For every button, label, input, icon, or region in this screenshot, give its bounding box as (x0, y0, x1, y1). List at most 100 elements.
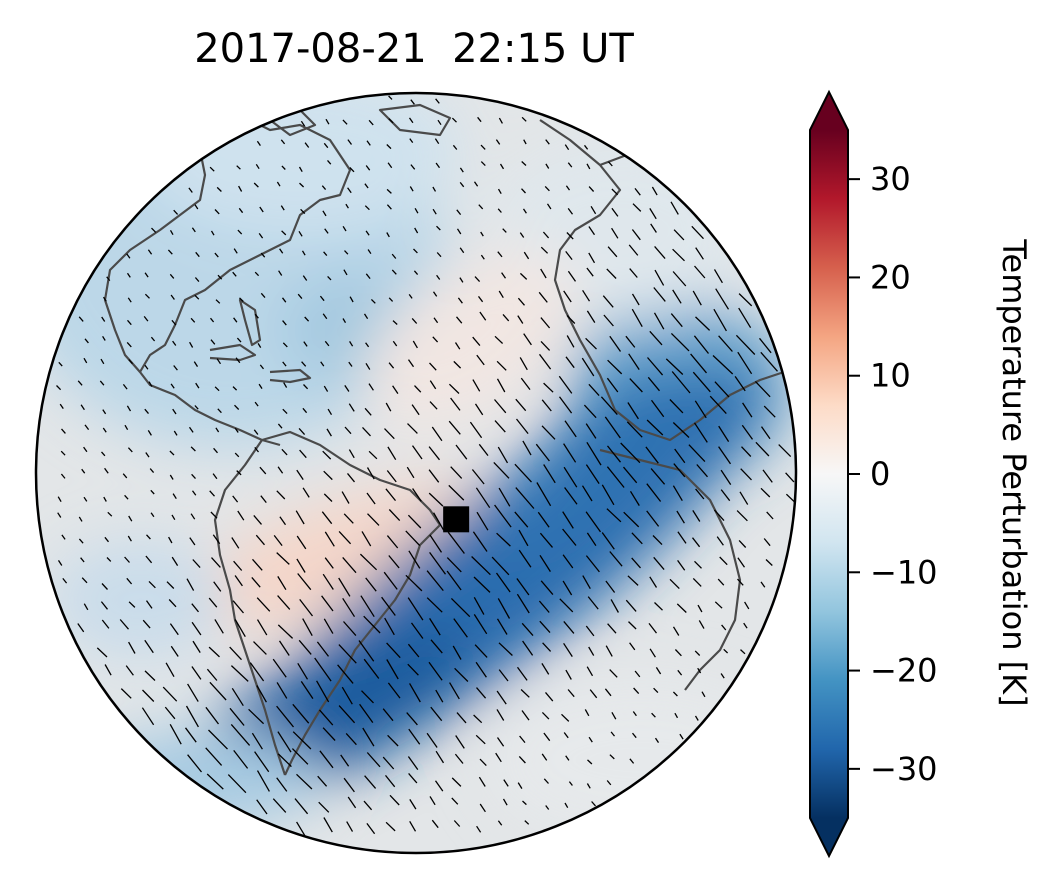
wind-vector (562, 511, 574, 529)
wind-vector (627, 575, 639, 586)
wind-vector (101, 451, 106, 457)
wind-vector (125, 665, 134, 676)
wind-vector (475, 487, 491, 509)
wind-vector (521, 116, 527, 122)
wind-vector (434, 138, 440, 145)
wind-vector (406, 466, 415, 479)
colorbar-tick-label: 0 (870, 455, 890, 493)
wind-vector (692, 290, 702, 306)
wind-vector (258, 233, 264, 239)
wind-vector (563, 443, 577, 463)
wind-vector (744, 601, 750, 610)
wind-vector (291, 748, 309, 765)
wind-vector (384, 774, 396, 788)
colorbar-tick-label: −10 (870, 553, 938, 591)
wind-vector (358, 640, 375, 662)
wind-vector (741, 424, 754, 440)
wind-vector (363, 800, 373, 811)
wind-vector (292, 703, 310, 724)
wind-vector (408, 294, 413, 299)
wind-vector (646, 419, 664, 436)
wind-vector (81, 577, 88, 584)
wind-vector (677, 560, 686, 571)
wind-vector (669, 578, 680, 590)
wind-vector (234, 575, 243, 587)
wind-vector (693, 335, 710, 354)
wind-vector (324, 340, 330, 347)
wind-vector (646, 510, 660, 527)
wind-vector (83, 496, 88, 502)
wind-vector (672, 271, 687, 287)
wind-vector (737, 578, 744, 586)
wind-vector (301, 361, 307, 367)
wind-vector (323, 817, 333, 833)
wind-vector (238, 207, 244, 214)
wind-vector (78, 538, 84, 544)
wind-vector (319, 295, 325, 302)
wind-vector (233, 317, 238, 323)
wind-vector (325, 118, 330, 125)
wind-vector (126, 405, 132, 412)
wind-vector (514, 511, 529, 528)
wind-vector (146, 534, 151, 540)
wind-vector (253, 641, 267, 655)
wind-vector (233, 248, 238, 254)
wind-vector (145, 452, 150, 458)
wind-vector (234, 404, 240, 410)
wind-vector (368, 450, 378, 460)
wind-vector (450, 397, 461, 411)
wind-vector (611, 227, 619, 239)
wind-vector (502, 228, 507, 233)
colorbar-extend-top (810, 92, 848, 130)
wind-vector (480, 144, 486, 150)
wind-vector (277, 731, 292, 753)
wind-vector (237, 510, 245, 521)
wind-vector (610, 599, 619, 613)
wind-vector (454, 753, 464, 764)
wind-vector (429, 380, 437, 390)
wind-vector (474, 403, 484, 416)
wind-vector (364, 183, 369, 189)
wind-vector (194, 204, 199, 210)
wind-vector (546, 203, 552, 210)
wind-vector (520, 377, 531, 390)
wind-vector (607, 246, 618, 258)
wind-vector (476, 354, 485, 366)
wind-vector (164, 706, 176, 720)
wind-vector (365, 230, 370, 236)
wind-vector (408, 117, 414, 124)
wind-vector (435, 689, 444, 703)
wind-vector (456, 209, 462, 216)
wind-vector (294, 798, 309, 815)
wind-vector (260, 252, 266, 258)
wind-vector (565, 669, 572, 680)
wind-vector (173, 430, 178, 436)
wind-vector (494, 335, 504, 344)
wind-vector (691, 537, 701, 548)
wind-vector (392, 320, 398, 325)
wind-vector (189, 537, 196, 546)
wind-vector (672, 626, 680, 636)
wind-vector (231, 687, 244, 707)
wind-vector (690, 353, 707, 374)
wind-vector (672, 485, 683, 502)
wind-vector (367, 513, 380, 526)
wind-vector (429, 362, 437, 371)
wind-vector (495, 752, 502, 763)
wind-vector (347, 796, 357, 809)
wind-vector (213, 581, 222, 592)
wind-vector (696, 464, 708, 478)
wind-vector (322, 573, 334, 590)
wind-vector (475, 734, 486, 745)
wind-vector (454, 342, 461, 350)
wind-vector (519, 357, 528, 371)
wind-vector (600, 396, 618, 416)
wind-vector (59, 403, 64, 409)
wind-vector (409, 138, 414, 143)
wind-vector (586, 267, 594, 277)
wind-vector (255, 534, 265, 546)
wind-vector (363, 615, 381, 634)
wind-vector (323, 251, 328, 257)
wind-vector (430, 639, 443, 654)
wind-vector (391, 269, 397, 275)
